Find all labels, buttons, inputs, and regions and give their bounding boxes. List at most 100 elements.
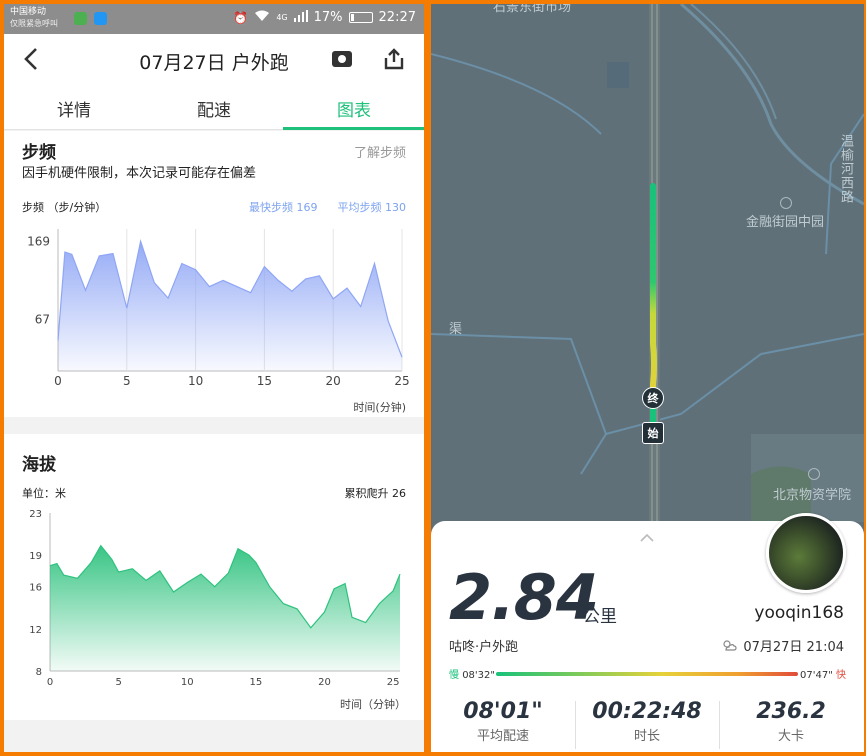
avg-cadence-label: 平均步频 130: [337, 201, 407, 214]
share-icon[interactable]: [384, 48, 404, 70]
pace-slow-label: 慢 08'32": [449, 666, 495, 681]
camera-icon[interactable]: [332, 51, 352, 67]
tab-pace[interactable]: 配速: [197, 101, 231, 121]
max-cadence-label: 最快步频 169: [249, 201, 318, 214]
calories-label: 大卡: [777, 729, 804, 744]
avg-pace-value: 08'01": [463, 699, 543, 724]
page-title: 07月27日 户外跑: [139, 52, 289, 74]
active-tab-indicator: [283, 127, 424, 130]
cadence-y-tick-label: 169: [27, 234, 50, 248]
right-screen: 石景东街市场 渠 温榆河西路 金融街园中园 北京物资学院 终 始 2.84 公里…: [431, 4, 864, 752]
end-marker[interactable]: 终: [642, 387, 664, 409]
pace-gradient-bar: [496, 672, 798, 676]
learn-cadence-link[interactable]: 了解步频: [353, 146, 406, 161]
tab-bar: 详情 配速 图表: [4, 86, 424, 130]
altitude-y-tick-label: 12: [29, 625, 42, 636]
map-label-park: 金融街园中园: [746, 215, 825, 230]
cadence-x-tick-label: 20: [326, 374, 341, 388]
cadence-x-tick-label: 0: [54, 374, 62, 388]
altitude-unit-label: 单位：米: [22, 487, 66, 500]
carrier-note: 仅限紧急呼叫: [10, 19, 58, 28]
slow-text: 慢: [449, 670, 459, 681]
poi-pin-icon: [808, 468, 820, 480]
app-notification-icon: [94, 12, 107, 25]
poi-pin-icon: [780, 197, 792, 209]
network-type: 4G: [276, 13, 288, 22]
duration-value: 00:22:48: [592, 699, 702, 724]
altitude-title: 海拔: [22, 455, 56, 475]
chevron-up-icon[interactable]: [640, 531, 654, 545]
calories-value: 236.2: [756, 699, 826, 724]
altitude-card: 海拔 单位：米 累积爬升 26 0 5 10 15 20 25 8 12 16 19 23 时间（分…: [4, 434, 424, 720]
altitude-line: [49, 544, 401, 629]
chevron-left-icon[interactable]: [22, 46, 40, 77]
slow-pace-value: 08'32": [462, 670, 495, 681]
altitude-y-tick-label: 23: [29, 509, 42, 520]
battery-icon: [348, 12, 373, 23]
altitude-x-tick-label: 5: [115, 677, 121, 688]
distance-value: 2.84: [449, 561, 599, 634]
cadence-title: 步频: [22, 143, 56, 163]
cadence-x-tick-label: 5: [123, 374, 131, 388]
cadence-warning: 因手机硬件限制，本次记录可能存在偏差: [22, 166, 257, 181]
status-right: ⏰ 4G 17% 22:27: [233, 10, 416, 25]
pace-fast-label: 07'47" 快: [800, 666, 846, 681]
partly-cloudy-icon: [721, 639, 737, 655]
cadence-x-tick-label: 25: [394, 374, 409, 388]
fast-text: 快: [836, 670, 846, 681]
map-label-academy: 北京物资学院: [773, 488, 852, 503]
route-map[interactable]: [431, 4, 864, 752]
altitude-x-tick-label: 25: [387, 677, 400, 688]
avg-pace-metric: 08'01" 平均配速: [431, 699, 575, 744]
altitude-y-tick-label: 16: [29, 583, 42, 594]
divider: [719, 701, 720, 749]
altitude-x-tick-label: 20: [318, 677, 331, 688]
altitude-y-tick-label: 8: [36, 667, 42, 678]
map-label-road: 温榆河西路: [838, 134, 853, 204]
cadence-x-tick-label: 15: [257, 374, 272, 388]
divider: [575, 701, 576, 749]
clock: 22:27: [378, 10, 416, 25]
activity-datetime: 07月27日 21:04: [721, 636, 844, 655]
signal-icon: [293, 10, 308, 25]
avg-pace-label: 平均配速: [476, 729, 529, 744]
status-bar: 中国移动 仅限紧急呼叫 ⏰ 4G 17% 22:27: [4, 4, 424, 34]
altitude-chart: 0 5 10 15 20 25 8 12 16 19 23: [29, 509, 401, 688]
app-notification-icon: [74, 12, 87, 25]
distance-unit: 公里: [583, 607, 617, 627]
cadence-unit-label: 步频 （步/分钟）: [22, 201, 107, 214]
carrier-label: 中国移动: [10, 7, 47, 17]
map-label-canal: 渠: [449, 322, 463, 337]
altitude-x-tick-label: 15: [250, 677, 263, 688]
alarm-icon: ⏰: [233, 10, 249, 25]
altitude-area: [50, 545, 400, 671]
altitude-x-tick-label: 0: [47, 677, 53, 688]
map-label-market: 石景东街市场: [493, 4, 572, 15]
username: yooqin168: [754, 603, 844, 623]
cadence-area: [58, 241, 402, 371]
altitude-x-tick-label: 10: [181, 677, 194, 688]
duration-label: 时长: [633, 729, 660, 744]
calories-metric: 236.2 大卡: [719, 699, 863, 744]
battery-level: [350, 14, 354, 21]
header-bar: 07月27日 户外跑: [4, 34, 424, 86]
duration-metric: 00:22:48 时长: [575, 699, 719, 744]
altitude-x-unit: 时间（分钟）: [340, 698, 406, 711]
datetime-text: 07月27日 21:04: [743, 640, 844, 655]
start-marker[interactable]: 始: [642, 422, 664, 444]
cadence-card: 步频 了解步频 因手机硬件限制，本次记录可能存在偏差 步频 （步/分钟） 最快步…: [4, 131, 424, 417]
climb-label: 累积爬升 26: [344, 487, 407, 500]
fast-pace-value: 07'47": [800, 670, 833, 681]
wifi-icon: [254, 10, 270, 25]
tab-details[interactable]: 详情: [57, 101, 91, 121]
cadence-x-tick-label: 10: [188, 374, 203, 388]
cadence-y-tick-label: 67: [35, 313, 50, 327]
cadence-line: [57, 238, 403, 358]
left-screen: 中国移动 仅限紧急呼叫 ⏰ 4G 17% 22:27 07月27日 户外跑: [4, 4, 424, 752]
altitude-y-tick-label: 19: [29, 551, 42, 562]
cadence-chart: 0 5 10 15 20 25 67 169: [27, 229, 410, 388]
cadence-x-unit: 时间(分钟): [353, 401, 406, 414]
tab-charts[interactable]: 图表: [337, 101, 371, 121]
avatar[interactable]: [766, 513, 846, 593]
battery-percent: 17%: [313, 10, 343, 25]
